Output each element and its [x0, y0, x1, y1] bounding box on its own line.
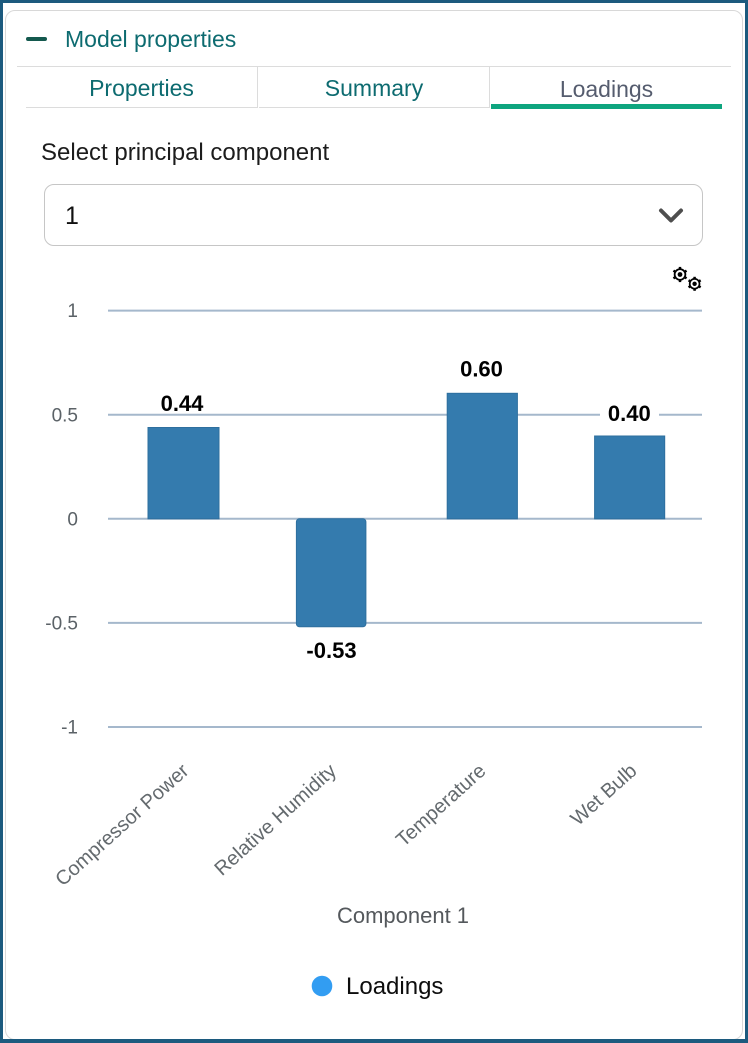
- svg-text:0.5: 0.5: [52, 405, 78, 426]
- svg-text:-0.53: -0.53: [306, 638, 356, 663]
- svg-text:-1: -1: [61, 718, 78, 739]
- svg-text:Wet Bulb: Wet Bulb: [567, 760, 642, 830]
- svg-text:Component 1: Component 1: [337, 903, 469, 928]
- svg-text:Relative Humidity: Relative Humidity: [210, 760, 340, 880]
- svg-text:0.44: 0.44: [161, 391, 205, 416]
- svg-text:1: 1: [67, 301, 78, 322]
- svg-text:-0.5: -0.5: [45, 614, 78, 635]
- svg-text:Loadings: Loadings: [346, 973, 443, 1000]
- svg-text:Compressor Power: Compressor Power: [51, 760, 193, 891]
- svg-text:0: 0: [67, 509, 78, 530]
- svg-text:0.40: 0.40: [608, 401, 651, 426]
- svg-text:0.60: 0.60: [460, 356, 503, 381]
- svg-text:Temperature: Temperature: [392, 760, 490, 851]
